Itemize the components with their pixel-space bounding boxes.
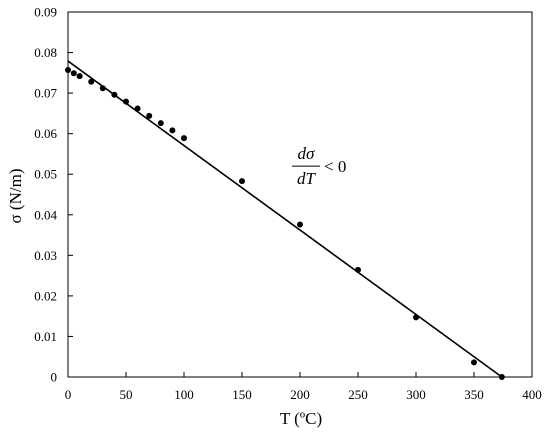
y-tick-label: 0.07 [34, 86, 57, 101]
plot-border [67, 11, 533, 378]
data-point [88, 78, 95, 85]
derivative-annotation: dσ dT < 0 [292, 144, 346, 188]
x-tick-label: 200 [290, 387, 310, 402]
annotation-denominator: dT [297, 169, 317, 188]
y-tick-label: 0.05 [34, 167, 57, 182]
data-point [169, 127, 176, 134]
trendline-group [67, 60, 503, 378]
y-tick-label: 0.03 [34, 248, 57, 263]
x-tick-label: 300 [406, 387, 426, 402]
data-point [297, 221, 303, 228]
x-axis-label: T (ºC) [280, 409, 322, 428]
y-tick-label: 0.06 [34, 126, 57, 141]
data-point [111, 91, 118, 98]
data-point [239, 178, 245, 185]
data-point [181, 135, 187, 142]
data-point [99, 85, 106, 92]
data-point [355, 266, 361, 273]
plot-frame [67, 11, 533, 378]
y-tick-label: 0.08 [34, 45, 57, 60]
data-point [157, 120, 164, 127]
y-axis-label: σ (N/m) [6, 169, 25, 224]
data-point [65, 66, 71, 73]
x-tick-label: 400 [522, 387, 542, 402]
y-tick-label: 0.04 [34, 207, 57, 222]
y-tick-label: 0.09 [34, 5, 57, 20]
y-tick-label: 0.02 [34, 288, 57, 303]
x-tick-label: 0 [65, 387, 72, 402]
data-points [65, 66, 505, 380]
trendline [67, 60, 503, 378]
data-point [76, 73, 83, 80]
data-point [413, 314, 419, 321]
x-tick-label: 250 [348, 387, 368, 402]
x-tick-label: 100 [174, 387, 194, 402]
annotation-relation: < 0 [324, 157, 346, 176]
annotation-numerator: dσ [298, 144, 316, 163]
x-tick-label: 150 [232, 387, 252, 402]
data-point [70, 70, 77, 77]
data-point [146, 112, 153, 119]
x-tick-label: 350 [464, 387, 484, 402]
data-point [123, 98, 129, 105]
y-tick-label: 0.01 [34, 329, 57, 344]
x-axis-ticks: 0 50 100 150 200 250 300 350 400 [65, 372, 542, 402]
y-axis-ticks: 0 0.01 0.02 0.03 0.04 0.05 0.06 0.07 0.08 0.09 [34, 5, 73, 385]
y-tick-label: 0 [51, 370, 58, 385]
data-point [134, 105, 141, 112]
x-tick-label: 50 [120, 387, 133, 402]
data-point [498, 374, 505, 380]
data-point [471, 359, 477, 366]
